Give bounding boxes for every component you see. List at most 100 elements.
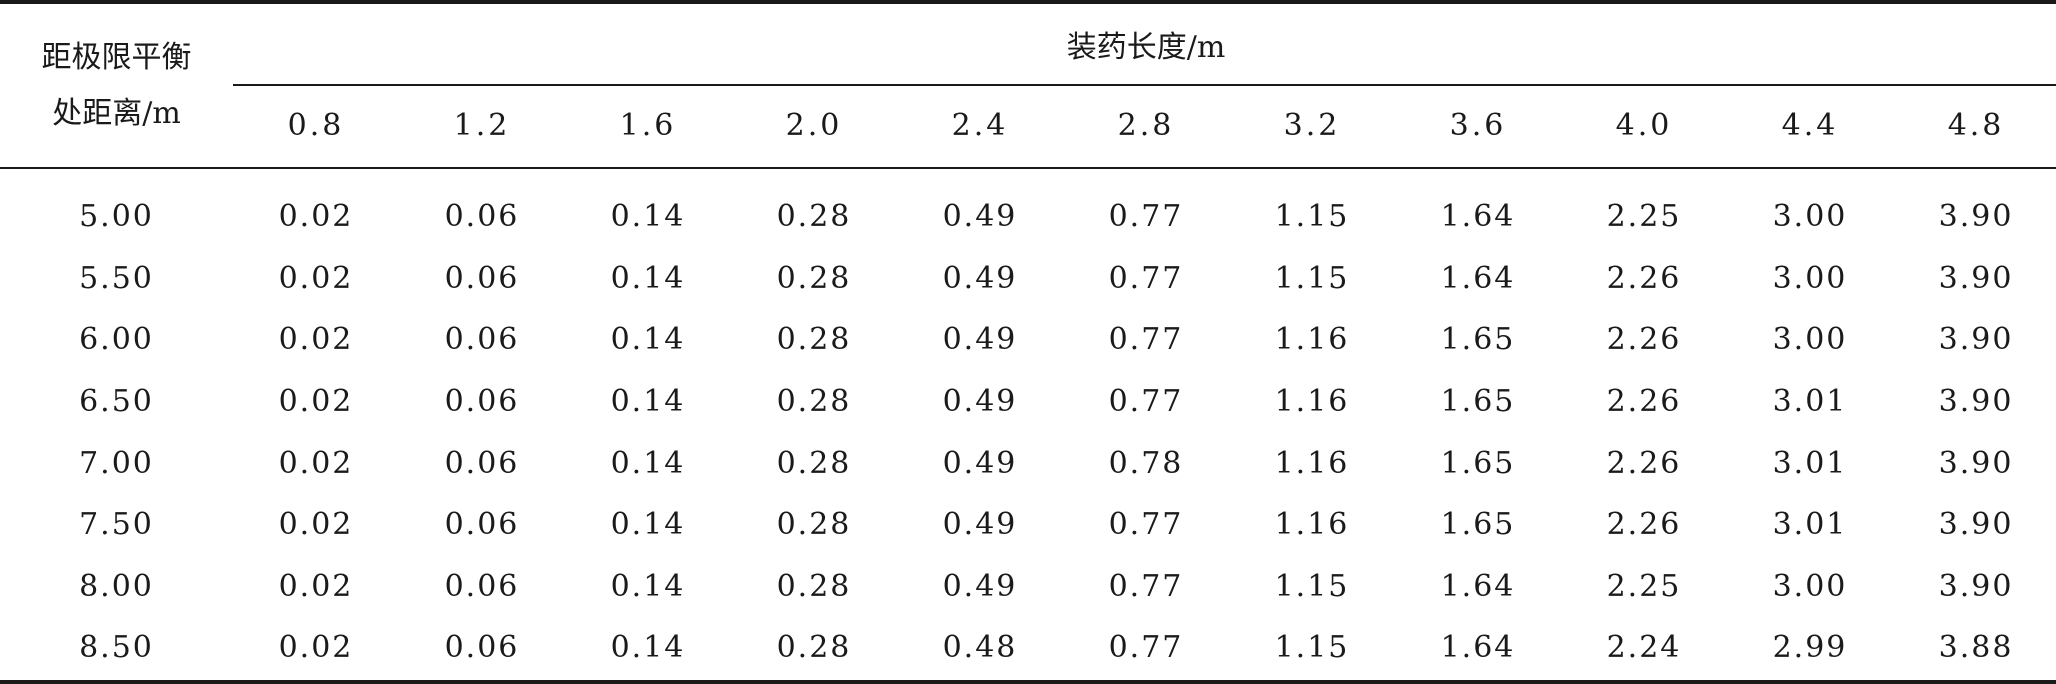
table-cell: 0.28 <box>776 445 852 481</box>
table-cell: 0.06 <box>444 322 520 358</box>
table-row: 8.50 0.02 0.06 0.14 0.28 0.48 0.77 1.15 1.64 2.24… <box>0 617 2056 679</box>
column-header: 3.6 <box>1449 108 1507 143</box>
table-cell: 0.48 <box>942 630 1018 666</box>
table-cell: 0.49 <box>942 322 1018 358</box>
column-header: 3.2 <box>1283 108 1341 143</box>
row-distance-cell: 7.50 <box>79 507 154 543</box>
table-cell: 0.06 <box>444 630 520 666</box>
table-cell: 3.90 <box>1938 445 2014 481</box>
table-cell: 3.90 <box>1938 322 2014 358</box>
table-cell: 0.02 <box>278 384 354 420</box>
table-cell: 3.00 <box>1772 322 1848 358</box>
column-header: 2.4 <box>951 108 1009 143</box>
column-header-row: 0.8 1.2 1.6 2.0 2.4 2.8 3.2 3.6 4.0 4.4 4.8 <box>0 84 2056 167</box>
table-cell: 1.65 <box>1440 384 1516 420</box>
table-cell: 0.77 <box>1108 630 1184 666</box>
table-cell: 1.16 <box>1274 384 1350 420</box>
table-cell: 1.15 <box>1274 568 1350 604</box>
table-cell: 3.90 <box>1938 384 2014 420</box>
table-cell: 0.49 <box>942 445 1018 481</box>
table-cell: 0.28 <box>776 384 852 420</box>
column-header: 2.8 <box>1117 108 1175 143</box>
header-bottom-rule <box>0 167 2056 169</box>
table-cell: 0.28 <box>776 630 852 666</box>
table-cell: 3.01 <box>1772 445 1848 481</box>
table-cell: 0.28 <box>776 568 852 604</box>
table-row: 8.00 0.02 0.06 0.14 0.28 0.49 0.77 1.15 1.64 2.25… <box>0 556 2056 618</box>
table-row: 7.00 0.02 0.06 0.14 0.28 0.49 0.78 1.16 1.65 2.26… <box>0 432 2056 494</box>
table-cell: 1.65 <box>1440 445 1516 481</box>
table-cell: 0.14 <box>610 384 686 420</box>
table-cell: 2.26 <box>1606 322 1682 358</box>
table-cell: 0.14 <box>610 260 686 296</box>
table-cell: 1.65 <box>1440 507 1516 543</box>
table-cell: 0.14 <box>610 445 686 481</box>
table-row: 5.50 0.02 0.06 0.14 0.28 0.49 0.77 1.15 1.64 2.26… <box>0 248 2056 310</box>
row-distance-cell: 5.50 <box>79 260 154 296</box>
table-cell: 0.49 <box>942 568 1018 604</box>
table-cell: 3.90 <box>1938 260 2014 296</box>
table-cell: 1.16 <box>1274 445 1350 481</box>
table-cell: 0.77 <box>1108 507 1184 543</box>
table-cell: 2.99 <box>1772 630 1848 666</box>
table-cell: 0.78 <box>1108 445 1184 481</box>
table-cell: 2.26 <box>1606 507 1682 543</box>
table-cell: 0.06 <box>444 445 520 481</box>
table-cell: 0.06 <box>444 199 520 235</box>
table-cell: 0.02 <box>278 260 354 296</box>
table-cell: 0.28 <box>776 507 852 543</box>
table-cell: 0.77 <box>1108 384 1184 420</box>
table-cell: 2.26 <box>1606 384 1682 420</box>
table-top-rule <box>0 0 2056 4</box>
row-distance-cell: 5.00 <box>79 199 154 235</box>
table-cell: 3.90 <box>1938 199 2014 235</box>
table-cell: 0.02 <box>278 199 354 235</box>
row-distance-cell: 6.50 <box>79 384 154 420</box>
table-cell: 3.00 <box>1772 568 1848 604</box>
table-cell: 1.16 <box>1274 322 1350 358</box>
table-cell: 0.06 <box>444 260 520 296</box>
table-cell: 2.26 <box>1606 260 1682 296</box>
table-cell: 0.77 <box>1108 322 1184 358</box>
table-row: 5.00 0.02 0.06 0.14 0.28 0.49 0.77 1.15 1.64 2.25… <box>0 186 2056 248</box>
row-distance-cell: 8.00 <box>79 568 154 604</box>
column-header: 1.2 <box>453 108 511 143</box>
table-cell: 0.49 <box>942 199 1018 235</box>
column-header: 4.8 <box>1947 108 2005 143</box>
table-cell: 1.16 <box>1274 507 1350 543</box>
table-cell: 1.64 <box>1440 568 1516 604</box>
table-row: 7.50 0.02 0.06 0.14 0.28 0.49 0.77 1.16 1.65 2.26… <box>0 494 2056 556</box>
table-cell: 2.25 <box>1606 199 1682 235</box>
stub-header: 距极限平衡 处距离/m <box>0 4 233 167</box>
table-cell: 3.90 <box>1938 568 2014 604</box>
group-header-rule <box>233 84 2056 86</box>
row-distance-cell: 8.50 <box>79 630 154 666</box>
table-bottom-rule <box>0 680 2056 684</box>
column-header: 4.0 <box>1615 108 1673 143</box>
table-cell: 0.14 <box>610 322 686 358</box>
table-cell: 0.28 <box>776 260 852 296</box>
group-header: 装药长度/m <box>1066 30 1226 65</box>
table-cell: 0.28 <box>776 322 852 358</box>
table-cell: 0.02 <box>278 507 354 543</box>
table-cell: 0.77 <box>1108 260 1184 296</box>
table-cell: 3.90 <box>1938 507 2014 543</box>
table-cell: 2.24 <box>1606 630 1682 666</box>
table-cell: 2.26 <box>1606 445 1682 481</box>
table-cell: 0.49 <box>942 507 1018 543</box>
row-distance-cell: 6.00 <box>79 322 154 358</box>
table-cell: 3.00 <box>1772 260 1848 296</box>
table-cell: 0.06 <box>444 507 520 543</box>
table-cell: 3.01 <box>1772 384 1848 420</box>
table-cell: 0.14 <box>610 630 686 666</box>
table-cell: 0.02 <box>278 568 354 604</box>
table-cell: 0.14 <box>610 199 686 235</box>
column-header: 2.0 <box>785 108 843 143</box>
table-cell: 1.15 <box>1274 260 1350 296</box>
table-cell: 0.14 <box>610 507 686 543</box>
row-distance-cell: 7.00 <box>79 445 154 481</box>
stub-header-line2: 处距离/m <box>52 95 181 131</box>
table-cell: 3.88 <box>1938 630 2014 666</box>
table-cell: 0.02 <box>278 322 354 358</box>
table-row: 6.00 0.02 0.06 0.14 0.28 0.49 0.77 1.16 1.65 2.26… <box>0 309 2056 371</box>
